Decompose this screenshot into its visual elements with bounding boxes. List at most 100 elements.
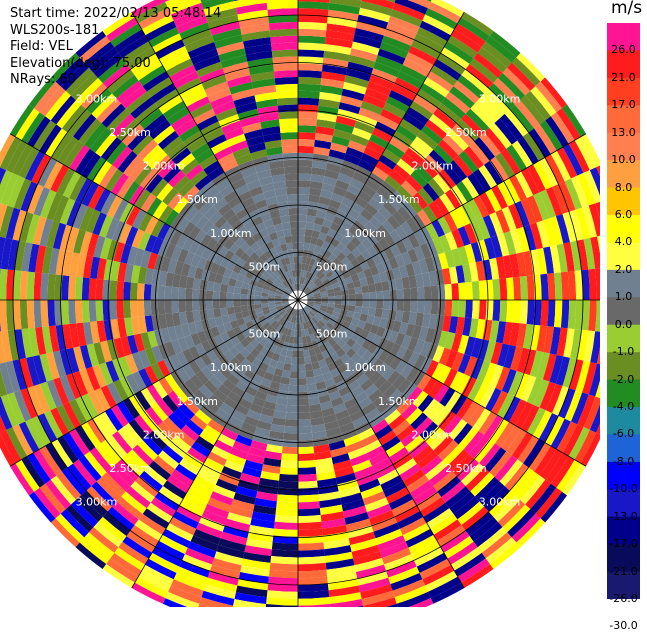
radar-gate bbox=[271, 282, 280, 289]
radar-gate bbox=[214, 216, 228, 230]
radar-gate bbox=[511, 432, 533, 460]
radar-gate bbox=[224, 249, 235, 261]
radar-gate bbox=[75, 148, 96, 175]
radar-gate bbox=[283, 290, 291, 296]
radar-gate bbox=[360, 152, 379, 167]
radar-gate bbox=[457, 245, 469, 266]
radar-gate bbox=[388, 566, 420, 585]
radar-gate bbox=[538, 413, 559, 443]
radar-gate bbox=[220, 283, 229, 293]
radar-gate bbox=[167, 141, 188, 160]
radar-gate bbox=[62, 250, 74, 276]
radar-gate bbox=[405, 52, 434, 72]
radar-gate bbox=[144, 216, 159, 235]
radar-gate bbox=[499, 300, 508, 322]
radar-gate bbox=[411, 540, 441, 561]
radar-gate bbox=[577, 394, 596, 428]
radar-gate bbox=[373, 61, 400, 78]
radar-gate bbox=[420, 125, 443, 145]
radar-gate bbox=[276, 324, 283, 333]
radar-gate bbox=[417, 300, 425, 314]
radar-gate bbox=[388, 256, 399, 270]
radar-gate bbox=[570, 175, 589, 208]
radar-gate bbox=[305, 369, 315, 378]
radar-gate bbox=[455, 205, 471, 227]
radar-gate bbox=[178, 201, 194, 218]
radar-gate bbox=[416, 552, 448, 573]
radar-gate bbox=[392, 130, 413, 148]
radar-gate bbox=[75, 495, 103, 523]
radar-gate bbox=[268, 21, 298, 31]
radar-gate bbox=[0, 415, 7, 433]
radar-gate bbox=[304, 363, 313, 372]
range-ring-label: 2.50km bbox=[109, 462, 151, 475]
radar-gate bbox=[32, 354, 47, 384]
radar-gate bbox=[199, 430, 218, 446]
radar-gate bbox=[157, 222, 171, 241]
radar-gate bbox=[160, 327, 172, 344]
radar-gate bbox=[229, 505, 254, 519]
radar-gate bbox=[191, 441, 211, 458]
radar-gate bbox=[136, 300, 145, 317]
radar-gate bbox=[564, 178, 583, 210]
radar-gate bbox=[120, 243, 132, 264]
radar-gate bbox=[444, 332, 456, 350]
radar-gate bbox=[123, 155, 143, 178]
radar-gate bbox=[240, 252, 250, 263]
radar-gate bbox=[405, 323, 416, 337]
radar-gate bbox=[316, 112, 338, 123]
radar-gate bbox=[294, 323, 298, 331]
radar-gate bbox=[514, 200, 530, 227]
radar-gate bbox=[201, 510, 227, 526]
radar-gate bbox=[298, 76, 322, 86]
radar-gate bbox=[329, 598, 363, 607]
radar-gate bbox=[199, 597, 234, 607]
radar-gate bbox=[128, 394, 146, 415]
radar-gate bbox=[416, 27, 448, 48]
radar-gate bbox=[474, 476, 500, 502]
radar-gate bbox=[425, 8, 458, 30]
radar-gate bbox=[0, 396, 13, 430]
radar-gate bbox=[416, 450, 439, 470]
radar-gate bbox=[110, 404, 129, 428]
radar-gate bbox=[62, 401, 82, 429]
radar-gate bbox=[139, 470, 163, 492]
radar-gate bbox=[392, 452, 413, 470]
radar-gate bbox=[354, 306, 363, 314]
radar-gate bbox=[577, 172, 596, 206]
radar-gate bbox=[357, 571, 389, 586]
radar-gate bbox=[78, 455, 102, 482]
radar-gate bbox=[67, 463, 92, 491]
radar-gate bbox=[468, 262, 479, 282]
radar-gate bbox=[185, 288, 193, 300]
radar-gate bbox=[345, 347, 357, 359]
radar-gate bbox=[323, 50, 351, 62]
radar-gate bbox=[403, 300, 411, 312]
radar-gate bbox=[55, 324, 67, 351]
radar-gate bbox=[401, 311, 411, 324]
radar-gate bbox=[158, 205, 174, 223]
radar-gate bbox=[298, 603, 331, 607]
radar-gate bbox=[363, 322, 373, 332]
radar-gate bbox=[570, 240, 582, 271]
radar-gate bbox=[570, 329, 582, 360]
radar-gate bbox=[334, 122, 355, 134]
radar-gate bbox=[224, 226, 237, 239]
radar-gate bbox=[497, 393, 515, 419]
radar-gate bbox=[333, 286, 341, 293]
radar-gate bbox=[298, 521, 323, 530]
radar-gate bbox=[396, 288, 404, 300]
radar-gate bbox=[141, 14, 174, 36]
radar-gate bbox=[371, 166, 389, 181]
radar-gate bbox=[277, 104, 298, 113]
radar-gate bbox=[69, 399, 87, 426]
radar-gate bbox=[162, 100, 187, 120]
radar-gate bbox=[0, 172, 19, 206]
radar-gate bbox=[424, 256, 436, 273]
radar-gate bbox=[545, 383, 563, 414]
radar-gate bbox=[116, 281, 125, 300]
radar-gate bbox=[0, 394, 1, 397]
range-ring-label: 1.50km bbox=[176, 395, 218, 408]
radar-gate bbox=[109, 280, 118, 300]
radar-gate bbox=[396, 185, 413, 202]
